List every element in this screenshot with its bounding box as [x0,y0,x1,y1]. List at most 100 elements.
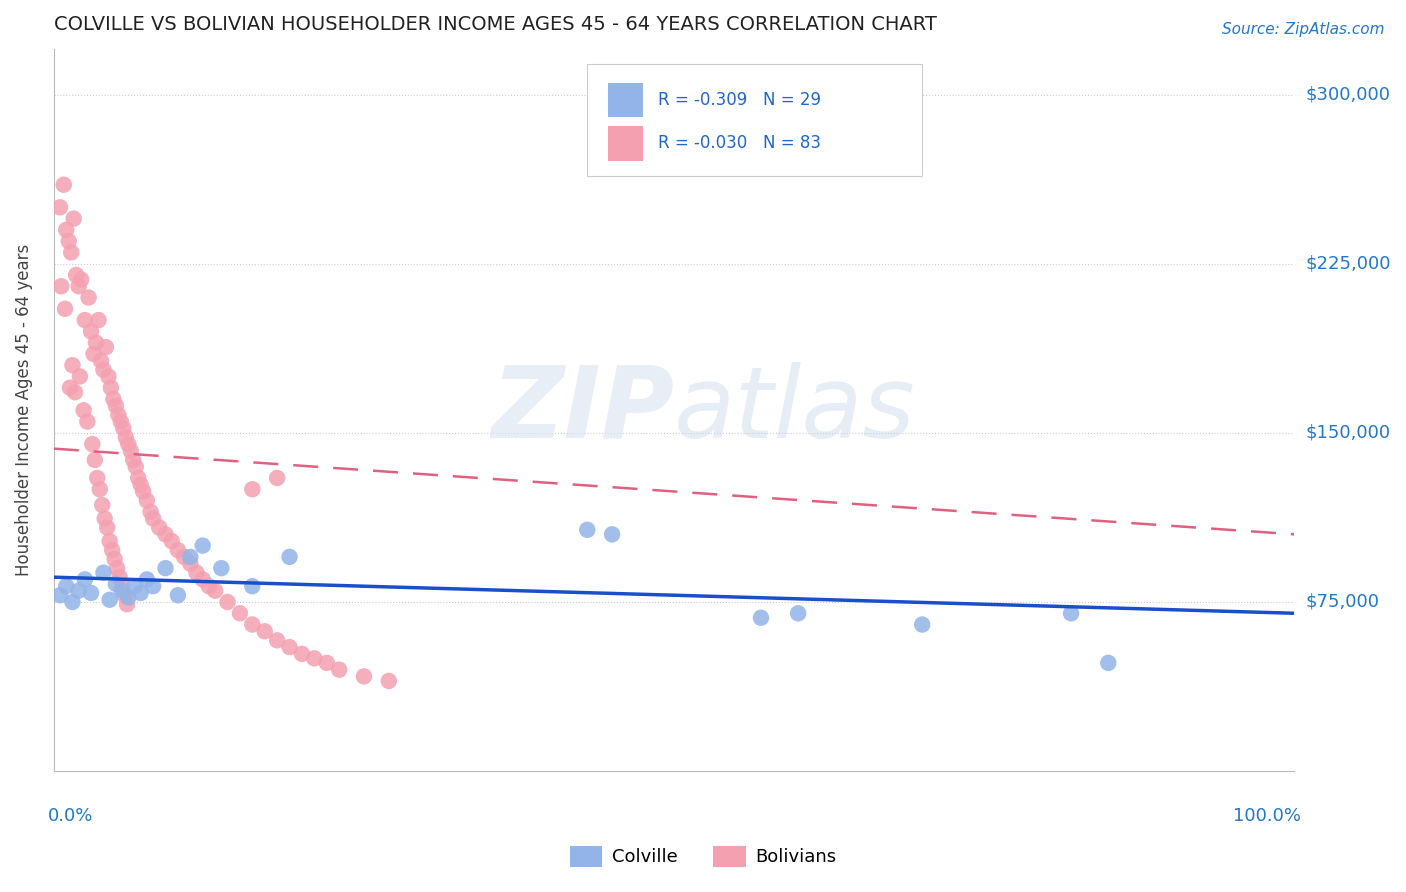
Point [55,223,77,237]
Point [304,651,326,665]
Point [209,561,232,575]
Point [204,583,226,598]
Point [62,211,84,226]
Point [229,607,252,621]
Point [155,527,177,541]
Text: $300,000: $300,000 [1306,86,1391,103]
Point [49,200,72,214]
Point [80,586,103,600]
Point [240,617,263,632]
Point [179,549,201,564]
FancyBboxPatch shape [588,64,922,176]
Point [49,588,72,602]
Point [315,656,337,670]
Point [173,549,195,564]
Point [117,437,139,451]
Text: $150,000: $150,000 [1306,424,1391,442]
Point [142,511,165,525]
Point [82,437,104,451]
Point [114,588,136,602]
Point [749,611,772,625]
Point [63,385,86,400]
Point [100,381,122,395]
Point [108,570,131,584]
Point [111,583,134,598]
Point [186,566,208,580]
Point [576,523,599,537]
Text: Source: ZipAtlas.com: Source: ZipAtlas.com [1222,22,1385,37]
Point [240,482,263,496]
Point [167,588,190,602]
Point [155,561,177,575]
Point [253,624,276,639]
Text: $75,000: $75,000 [1306,593,1379,611]
Point [97,369,120,384]
Point [787,607,810,621]
Point [127,471,149,485]
Text: R = -0.030   N = 83: R = -0.030 N = 83 [658,135,821,153]
Point [124,579,146,593]
Point [87,313,110,327]
Point [266,633,288,648]
Point [122,453,145,467]
Point [77,291,100,305]
Point [103,392,125,406]
Text: COLVILLE VS BOLIVIAN HOUSEHOLDER INCOME AGES 45 - 64 YEARS CORRELATION CHART: COLVILLE VS BOLIVIAN HOUSEHOLDER INCOME … [53,15,936,34]
Point [114,430,136,444]
Point [90,353,112,368]
Point [58,234,80,248]
Point [93,566,115,580]
FancyBboxPatch shape [609,83,643,117]
Point [55,579,77,593]
Point [110,415,132,429]
Point [120,443,142,458]
Point [67,279,90,293]
Point [167,543,190,558]
Point [93,511,115,525]
Point [72,403,94,417]
Point [129,477,152,491]
Point [104,577,127,591]
Point [125,459,148,474]
Point [291,647,314,661]
Point [76,415,98,429]
Text: $225,000: $225,000 [1306,255,1391,273]
Point [53,301,76,316]
Text: 0.0%: 0.0% [48,807,93,825]
Point [67,583,90,598]
Point [1060,607,1083,621]
Point [191,573,214,587]
Point [91,498,114,512]
Y-axis label: Householder Income Ages 45 - 64 years: Householder Income Ages 45 - 64 years [15,244,32,576]
Point [148,520,170,534]
Point [59,381,82,395]
Point [94,340,117,354]
Point [132,484,155,499]
Point [139,505,162,519]
Point [62,595,84,609]
Point [104,399,127,413]
Point [142,579,165,593]
Point [60,245,83,260]
Point [111,579,134,593]
Point [179,557,201,571]
Point [353,669,375,683]
Point [278,640,301,654]
Text: 100.0%: 100.0% [1233,807,1301,825]
Point [65,268,87,282]
Point [51,279,73,293]
Point [98,592,121,607]
Text: atlas: atlas [673,362,915,458]
Text: R = -0.309   N = 29: R = -0.309 N = 29 [658,91,821,109]
Text: ZIP: ZIP [491,362,673,458]
Point [83,453,105,467]
Point [266,471,288,485]
Point [135,573,157,587]
Legend: Colville, Bolivians: Colville, Bolivians [562,838,844,874]
FancyBboxPatch shape [609,126,643,161]
Point [104,552,127,566]
Point [107,408,129,422]
Point [115,597,138,611]
Point [600,527,623,541]
Point [98,534,121,549]
